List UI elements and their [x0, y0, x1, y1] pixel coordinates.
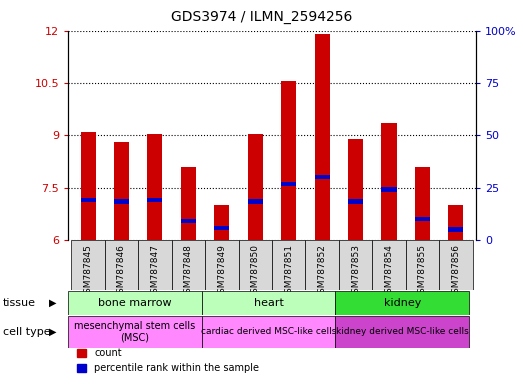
Text: GSM787845: GSM787845: [84, 244, 93, 299]
Text: GSM787853: GSM787853: [351, 244, 360, 299]
Bar: [105, 240, 138, 290]
Text: ▶: ▶: [49, 298, 56, 308]
Text: GSM787854: GSM787854: [384, 244, 393, 299]
Bar: [248, 199, 263, 204]
Text: GDS3974 / ILMN_2594256: GDS3974 / ILMN_2594256: [171, 10, 352, 23]
Text: bone marrow: bone marrow: [98, 298, 172, 308]
Bar: [68, 316, 202, 348]
Legend: count, percentile rank within the sample: count, percentile rank within the sample: [73, 344, 263, 377]
Bar: [448, 227, 463, 232]
Bar: [315, 34, 329, 240]
Bar: [348, 139, 363, 240]
Text: cell type: cell type: [3, 326, 50, 337]
Text: kidney derived MSC-like cells: kidney derived MSC-like cells: [336, 327, 469, 336]
Bar: [202, 291, 335, 315]
Bar: [281, 182, 296, 187]
Text: GSM787856: GSM787856: [451, 244, 460, 299]
Bar: [315, 175, 329, 179]
Bar: [335, 291, 469, 315]
Text: GSM787855: GSM787855: [418, 244, 427, 299]
Text: GSM787850: GSM787850: [251, 244, 260, 299]
Bar: [439, 240, 473, 290]
Bar: [335, 316, 469, 348]
Bar: [406, 240, 439, 290]
Bar: [281, 81, 296, 240]
Bar: [114, 142, 129, 240]
Text: GSM787848: GSM787848: [184, 244, 193, 299]
Bar: [248, 134, 263, 240]
Bar: [147, 198, 163, 202]
Text: GSM787852: GSM787852: [317, 244, 327, 299]
Bar: [202, 316, 335, 348]
Bar: [214, 205, 229, 240]
Bar: [214, 225, 229, 230]
Bar: [205, 240, 238, 290]
Bar: [238, 240, 272, 290]
Text: GSM787851: GSM787851: [284, 244, 293, 299]
Bar: [81, 198, 96, 202]
Text: tissue: tissue: [3, 298, 36, 308]
Bar: [381, 187, 396, 192]
Bar: [415, 217, 430, 221]
Bar: [348, 199, 363, 204]
Text: GSM787847: GSM787847: [151, 244, 160, 299]
Bar: [415, 167, 430, 240]
Bar: [381, 123, 396, 240]
Text: ▶: ▶: [49, 326, 56, 337]
Bar: [272, 240, 305, 290]
Text: cardiac derived MSC-like cells: cardiac derived MSC-like cells: [201, 327, 336, 336]
Text: heart: heart: [254, 298, 283, 308]
Bar: [339, 240, 372, 290]
Text: kidney: kidney: [384, 298, 421, 308]
Text: GSM787846: GSM787846: [117, 244, 126, 299]
Text: mesenchymal stem cells
(MSC): mesenchymal stem cells (MSC): [74, 321, 196, 343]
Bar: [448, 205, 463, 240]
Bar: [147, 134, 163, 240]
Bar: [172, 240, 205, 290]
Bar: [138, 240, 172, 290]
Bar: [372, 240, 406, 290]
Bar: [181, 167, 196, 240]
Bar: [68, 291, 202, 315]
Text: GSM787849: GSM787849: [217, 244, 226, 299]
Bar: [114, 199, 129, 204]
Bar: [81, 132, 96, 240]
Bar: [71, 240, 105, 290]
Bar: [305, 240, 339, 290]
Bar: [181, 218, 196, 223]
